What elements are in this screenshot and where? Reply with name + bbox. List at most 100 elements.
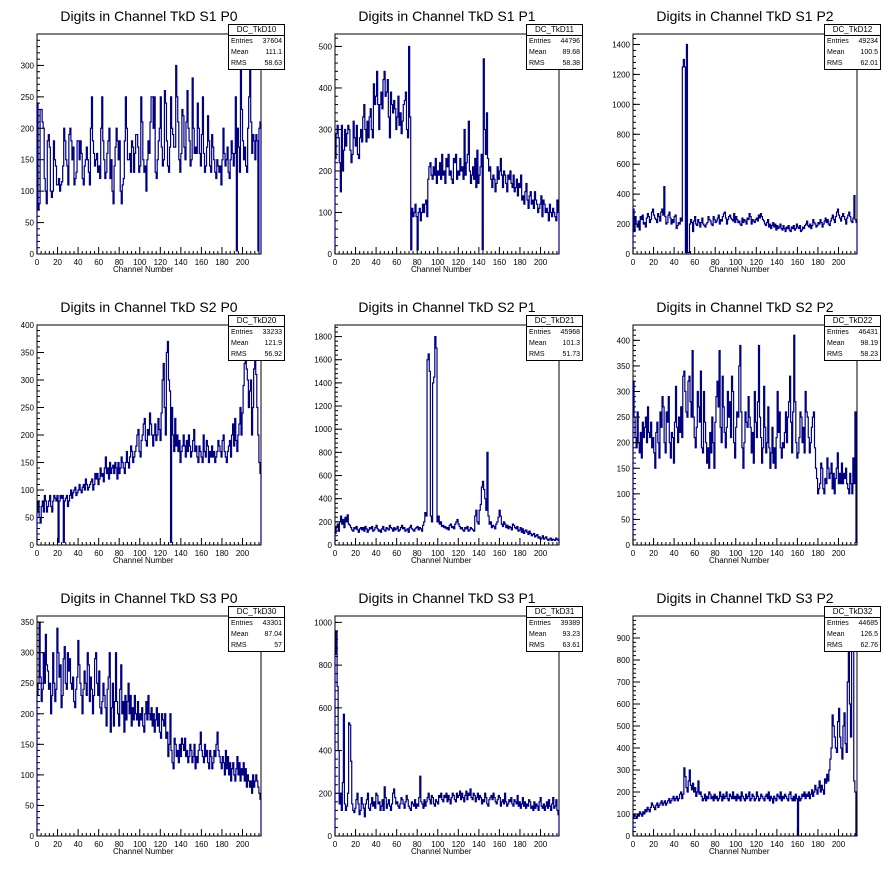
y-tick-label: 250 [21, 679, 35, 688]
y-tick-label: 50 [25, 801, 34, 810]
y-tick-label: 150 [617, 464, 631, 473]
x-tick-label: 160 [195, 840, 209, 849]
stats-row: RMS 51.73 [527, 349, 582, 360]
x-tick-label: 80 [413, 840, 422, 849]
stats-histogram-name: DC_TkD22 [825, 316, 880, 327]
stats-value: 46431 [858, 329, 878, 336]
x-tick-label: 100 [133, 549, 147, 558]
x-tick-label: 40 [74, 258, 83, 267]
stats-label: RMS [231, 642, 247, 649]
stats-label: Entries [529, 329, 551, 336]
x-tick-label: 20 [649, 258, 658, 267]
x-tick-label: 120 [452, 258, 466, 267]
x-tick-label: 140 [174, 549, 188, 558]
x-tick-label: 180 [215, 258, 229, 267]
x-tick-label: 80 [711, 549, 720, 558]
x-tick-label: 120 [154, 258, 168, 267]
y-tick-label: 800 [617, 130, 631, 139]
y-tick-label: 300 [21, 376, 35, 385]
x-axis-label: Channel Number [411, 265, 472, 274]
chart-svg: 0 20 40 60 80 100 120 140 160 180 200 50 100 150 200 25… [21, 615, 262, 849]
data-series-line [36, 64, 262, 254]
stats-histogram-name: DC_TkD10 [229, 25, 284, 36]
data-series-line [334, 630, 560, 836]
chart-title: Digits in Channel TkD S3 P0 [60, 590, 238, 606]
y-tick-label: 200 [21, 124, 35, 133]
stats-value: 121.9 [264, 340, 282, 347]
x-tick-label: 80 [115, 840, 124, 849]
stats-value: 57 [274, 642, 282, 649]
x-tick-label: 100 [133, 840, 147, 849]
x-axis-label: Channel Number [709, 847, 770, 856]
y-tick-label: 150 [21, 740, 35, 749]
x-tick-label: 20 [351, 258, 360, 267]
x-tick-label: 160 [791, 258, 805, 267]
stats-row: RMS 57 [229, 640, 284, 651]
stats-value: 111.1 [265, 49, 282, 56]
stats-value: 39389 [560, 620, 580, 627]
y-tick-label: 250 [21, 404, 35, 413]
y-tick-label: 100 [21, 486, 35, 495]
x-tick-label: 140 [472, 258, 486, 267]
stats-label: RMS [529, 642, 545, 649]
stats-label: Mean [827, 49, 845, 56]
x-tick-label: 200 [832, 258, 846, 267]
y-tick-label: 800 [617, 656, 631, 665]
y-tick-label: 50 [25, 219, 34, 228]
x-axis-label: Channel Number [113, 556, 174, 565]
y-tick-label: 50 [25, 514, 34, 523]
x-tick-label: 0 [35, 258, 40, 267]
stats-label: Mean [529, 49, 547, 56]
stats-value: 62.01 [860, 60, 878, 67]
chart-title: Digits in Channel TkD S1 P0 [60, 8, 238, 24]
data-series-line [36, 340, 262, 545]
stats-value: 87.04 [264, 631, 282, 638]
x-tick-label: 20 [53, 258, 62, 267]
y-tick-label: 100 [617, 490, 631, 499]
y-tick-label: 600 [319, 704, 333, 713]
x-tick-label: 80 [711, 258, 720, 267]
x-tick-label: 180 [513, 840, 527, 849]
y-tick-label: 300 [319, 125, 333, 134]
y-tick-label: 250 [21, 93, 35, 102]
stats-histogram-name: DC_TkD21 [527, 316, 582, 327]
stats-histogram-name: DC_TkD20 [229, 316, 284, 327]
chart-title: Digits in Channel TkD S1 P2 [656, 8, 834, 24]
y-zero-label: 0 [328, 832, 333, 841]
y-zero-label: 0 [30, 541, 35, 550]
x-tick-label: 40 [372, 549, 381, 558]
stats-row: Entries 49234 [825, 36, 880, 47]
y-tick-label: 100 [21, 771, 35, 780]
stats-row: Entries 44685 [825, 618, 880, 629]
stats-label: Entries [827, 329, 849, 336]
x-tick-label: 160 [195, 549, 209, 558]
stats-value: 43301 [262, 620, 282, 627]
x-tick-label: 160 [791, 549, 805, 558]
x-tick-label: 20 [649, 840, 658, 849]
stats-label: Mean [231, 49, 249, 56]
stats-row: RMS 62.01 [825, 58, 880, 69]
stats-label: RMS [827, 60, 843, 67]
x-tick-label: 120 [750, 840, 764, 849]
stats-value: 93.23 [562, 631, 580, 638]
chart-svg: 0 20 40 60 80 100 120 140 160 180 200 200 400 600 800 1… [314, 324, 560, 558]
x-tick-label: 160 [493, 549, 507, 558]
stats-label: Mean [231, 340, 249, 347]
y-tick-label: 1400 [314, 379, 332, 388]
x-tick-label: 200 [534, 840, 548, 849]
stats-value: 101.3 [562, 340, 580, 347]
x-axis-label: Channel Number [113, 847, 174, 856]
x-tick-label: 60 [392, 840, 401, 849]
stats-row: RMS 56.92 [229, 349, 284, 360]
x-tick-label: 140 [770, 840, 784, 849]
x-tick-label: 40 [670, 549, 679, 558]
x-tick-label: 100 [431, 840, 445, 849]
stats-value: 51.73 [562, 351, 580, 358]
stats-box: DC_TkD30 Entries 43301 Mean 87.04 RMS 57 [228, 606, 285, 652]
x-tick-label: 40 [372, 258, 381, 267]
x-tick-label: 0 [631, 840, 636, 849]
data-series-line [334, 335, 560, 545]
stats-row: Mean 111.1 [229, 47, 284, 58]
y-tick-label: 1000 [314, 618, 332, 627]
x-tick-label: 120 [750, 258, 764, 267]
